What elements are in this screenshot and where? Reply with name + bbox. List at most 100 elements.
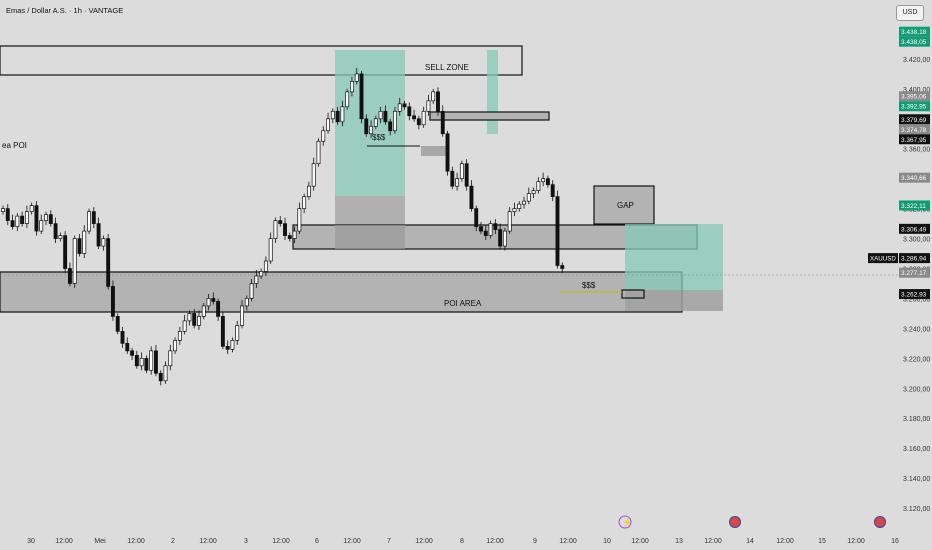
candle-body [254,275,259,284]
candle-body [154,350,158,374]
candle-body [531,190,536,194]
candle-body [440,110,445,135]
price-tag-text: 3.438,05 [901,39,927,46]
candle-body [393,110,397,132]
candle-body [416,118,421,126]
candle-body [48,214,53,224]
price-tag: 3.340,66 [899,172,930,183]
candle-body [287,235,292,239]
candle-body [263,260,268,272]
candle-body [24,211,29,224]
price-tag-bg [899,91,930,102]
symbol-tag-text: XAUUSD [870,256,896,263]
candle-body [455,178,460,187]
x-tick-label: 10 [603,538,611,545]
price-tag: 3.379,69 [899,114,930,125]
candle-body [488,223,493,236]
price-tag-text: 3.277,17 [901,270,927,277]
candle-body [517,203,522,209]
candle-body [278,220,283,224]
candle-body [498,229,503,247]
candle-body [259,271,264,277]
time-axis[interactable]: 30 12:00 Mei 12:00 2 12:00 3 12:00 6 12:00 7 12:00 8… [27,538,899,545]
candle-body [106,238,111,287]
candle-body [436,91,440,112]
events-layer: ⚡ [618,515,886,529]
x-tick-label: 6 [315,538,319,545]
x-tick-label: 14 [746,538,754,545]
candle-body [464,163,469,187]
candle-body [29,205,34,212]
price-tag-bg [899,36,930,47]
us-flag-event-icon-2[interactable] [874,516,886,528]
candle-body [149,350,154,371]
y-tick-label: 3.220,00 [903,356,930,363]
annotation-liquidity-1: $$$ [372,133,386,142]
price-tag-text: 3.322,11 [901,203,926,210]
candle-body [340,106,345,123]
price-tag: 3.374,78 [899,124,930,135]
price-tag: 3.395,06 [899,91,930,102]
flash-event-icon[interactable] [618,515,632,529]
gray-box-right[interactable] [625,290,723,311]
us-flag-event-icon-1[interactable] [729,516,741,528]
x-tick-label: 12:00 [559,538,577,545]
candle-body [450,170,455,187]
annotation-poi-area: POI AREA [444,299,482,308]
price-tag: 3.392,95 [899,101,930,112]
sell-zone-box[interactable] [0,45,523,76]
candle-body [20,215,25,224]
candle-body [67,268,72,284]
candle-body [402,103,407,108]
candle-body [77,238,82,254]
y-tick-label: 3.420,00 [903,57,930,64]
candle-body [431,91,436,102]
candle-body [326,118,330,132]
price-tag-bg [899,289,930,300]
candle-body [225,345,230,350]
teal-box-right[interactable] [625,224,723,290]
price-tag-text: 3.286,94 [901,256,927,263]
price-tag: 3.438,05 [899,36,930,47]
small-target-box[interactable] [621,289,645,299]
price-tag: 3.262,93 [899,289,930,300]
candle-body [168,350,173,367]
currency-button[interactable]: USD [896,5,924,21]
candle-body [459,163,464,180]
candle-body [201,305,206,317]
candle-body [158,372,163,382]
chart-title: Emas / Dollar A.S. · 1h · VANTAGE [6,6,124,15]
candle-body [321,130,326,142]
annotation-liquidity-2: $$$ [582,281,596,290]
y-tick-label: 3.360,00 [903,147,930,154]
x-tick-label: 12:00 [486,538,504,545]
candle-body [110,286,115,317]
resistance-box[interactable] [429,111,550,121]
candle-body [550,184,555,197]
x-tick-label: 15 [818,538,826,545]
price-tag-bg [899,101,930,112]
x-tick-label: 12:00 [343,538,361,545]
gap-box[interactable] [593,185,655,225]
x-tick-label: 12:00 [127,538,145,545]
price-tag-bg [899,134,930,145]
price-tag-bg [899,267,930,278]
annotation-gap: GAP [617,201,634,210]
candle-body [192,313,197,326]
price-tag: 3.438,18 [899,26,930,37]
x-tick-label: 16 [891,538,899,545]
price-tag-bg [899,114,930,125]
candles-layer [1,67,565,386]
mid-zone-dark[interactable] [335,225,405,249]
candle-body [555,196,560,266]
candle-body [388,121,393,132]
y-tick-label: 3.180,00 [903,416,930,423]
teal-box-mid[interactable] [487,50,498,134]
x-tick-label: Mei [94,538,106,545]
candle-body [1,208,5,212]
small-gray-box[interactable] [421,146,447,156]
candle-body [268,238,273,262]
price-tag-text: 3.374,78 [901,127,927,134]
